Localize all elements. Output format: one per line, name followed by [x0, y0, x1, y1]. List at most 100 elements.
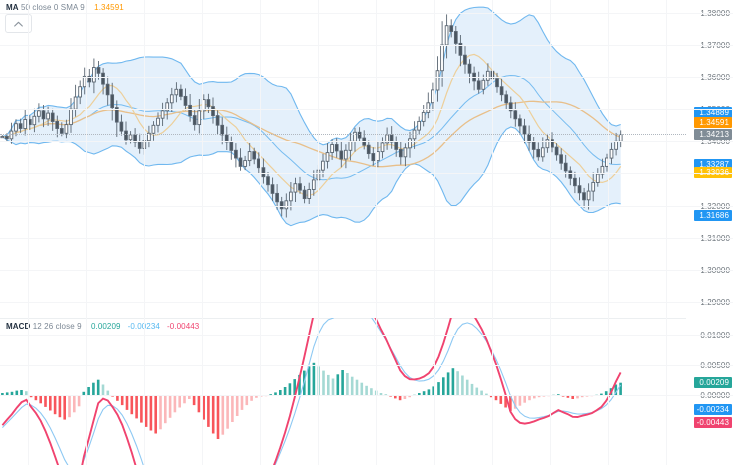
gridline-horizontal: [0, 109, 733, 111]
candle-body: [165, 102, 170, 112]
gridline-horizontal: [0, 365, 733, 367]
macd-histogram-bar: [58, 395, 62, 418]
candle-body: [192, 115, 197, 126]
macd-histogram-bar: [600, 393, 603, 396]
macd-histogram-bar: [15, 390, 19, 396]
macd-histogram-bar: [279, 390, 282, 396]
macd-histogram-bar: [513, 395, 517, 409]
pane-divider[interactable]: [0, 318, 733, 319]
candle-body: [485, 70, 490, 81]
macd-line: [1, 318, 622, 465]
gridline-vertical: [550, 318, 551, 465]
candle-body: [5, 136, 9, 140]
macd-histogram-bar: [77, 395, 81, 407]
macd-histogram-bar: [494, 395, 498, 401]
candle-body: [234, 149, 238, 159]
macd-histogram-bar: [485, 393, 488, 396]
badge-upper-band[interactable]: 1.34889: [694, 107, 732, 119]
candle-body: [467, 63, 472, 74]
candle-body: [46, 112, 50, 120]
macd-histogram-bar: [571, 395, 574, 399]
candle-body: [252, 151, 257, 160]
macd-histogram-bar: [73, 395, 76, 413]
candle-body: [229, 141, 234, 151]
candle-body: [238, 157, 243, 167]
candle-body: [197, 110, 202, 126]
macd-histogram-bar: [427, 389, 431, 396]
candle-body: [311, 179, 316, 190]
macd-histogram-bar: [327, 374, 330, 396]
macd-histogram-bar: [518, 395, 522, 406]
candle-body: [247, 151, 252, 162]
macd-histogram-bar: [595, 394, 598, 396]
candle-body: [577, 185, 582, 194]
candle-body: [289, 191, 293, 202]
candle-body: [499, 86, 504, 96]
candle-body: [476, 80, 481, 90]
badge-ma[interactable]: 1.34591: [694, 116, 732, 128]
gridline-vertical: [666, 0, 667, 318]
badge-last-price[interactable]: 1.34213: [694, 128, 732, 140]
candle-body: [78, 86, 82, 98]
macd-histogram-bar: [293, 379, 296, 396]
badge-macd-hist[interactable]: 0.00209: [694, 377, 732, 389]
bollinger-band-fill: [2, 7, 621, 226]
macd-histogram-bar: [475, 387, 479, 396]
macd-histogram-bar: [422, 391, 426, 396]
gridline-vertical: [492, 0, 493, 318]
macd-histogram-bar: [106, 390, 110, 396]
gridline-vertical: [318, 318, 319, 465]
macd-histogram-bar: [159, 395, 162, 430]
candle-body: [325, 152, 330, 162]
candle-body: [586, 190, 591, 201]
candle-body: [279, 201, 284, 210]
macd-legend-value: -0.00234: [128, 322, 160, 331]
macd-histogram-bar: [350, 376, 354, 396]
candle-body: [398, 148, 403, 158]
macd-legend-values: 0.00209 -0.00234 -0.00443: [84, 322, 199, 331]
macd-plot-area[interactable]: [0, 318, 686, 465]
price-legend: MA 50 close 0 SMA 9 1.34591: [6, 3, 124, 13]
price-plot-area[interactable]: [0, 0, 686, 318]
badge-lower-band[interactable]: 1.31686: [694, 210, 732, 222]
candle-body: [343, 149, 348, 160]
gridline-horizontal: [0, 237, 733, 239]
candle-body: [380, 142, 385, 153]
macd-histogram-bar: [442, 377, 445, 396]
macd-histogram-bar: [125, 395, 129, 410]
gridline-vertical: [86, 0, 87, 318]
macd-histogram-bar: [240, 395, 244, 410]
macd-histogram-bar: [250, 395, 253, 401]
macd-histogram-bar: [413, 394, 416, 396]
candle-body: [453, 31, 458, 44]
gridline-vertical: [144, 318, 145, 465]
gridline-horizontal: [0, 141, 733, 143]
macd-histogram-bar: [63, 395, 66, 420]
macd-histogram-bar: [1, 393, 4, 396]
badge-ma2[interactable]: 1.33036: [694, 166, 732, 178]
candle-body: [348, 140, 353, 151]
macd-histogram-bar: [465, 379, 469, 396]
candle-body: [444, 25, 449, 46]
macd-histogram-bar: [604, 391, 608, 396]
badge-macd-signal[interactable]: -0.00234: [693, 404, 732, 416]
collapse-pane-button[interactable]: [5, 14, 32, 33]
macd-histogram-bar: [5, 392, 9, 396]
gridline-horizontal: [0, 173, 733, 175]
gridline-vertical: [550, 0, 551, 318]
macd-histogram-bar: [10, 391, 14, 396]
macd-histogram-bar: [135, 395, 138, 419]
macd-histogram-bar: [130, 395, 134, 415]
macd-histogram-bar: [283, 387, 287, 396]
macd-histogram-bar: [451, 368, 455, 396]
badge-basis[interactable]: 1.33287: [694, 158, 732, 170]
candle-body: [14, 123, 18, 132]
macd-histogram-bar: [394, 395, 397, 399]
candle-body: [298, 183, 302, 191]
macd-axis[interactable]: 0.010000.005000.000000.00209-0.00234-0.0…: [686, 318, 733, 465]
badge-macd-line[interactable]: -0.00443: [693, 416, 732, 428]
candle-body: [495, 78, 499, 88]
macd-histogram-bar: [384, 394, 388, 396]
macd-histogram-bar: [197, 395, 201, 413]
macd-histogram-bar: [456, 371, 459, 396]
